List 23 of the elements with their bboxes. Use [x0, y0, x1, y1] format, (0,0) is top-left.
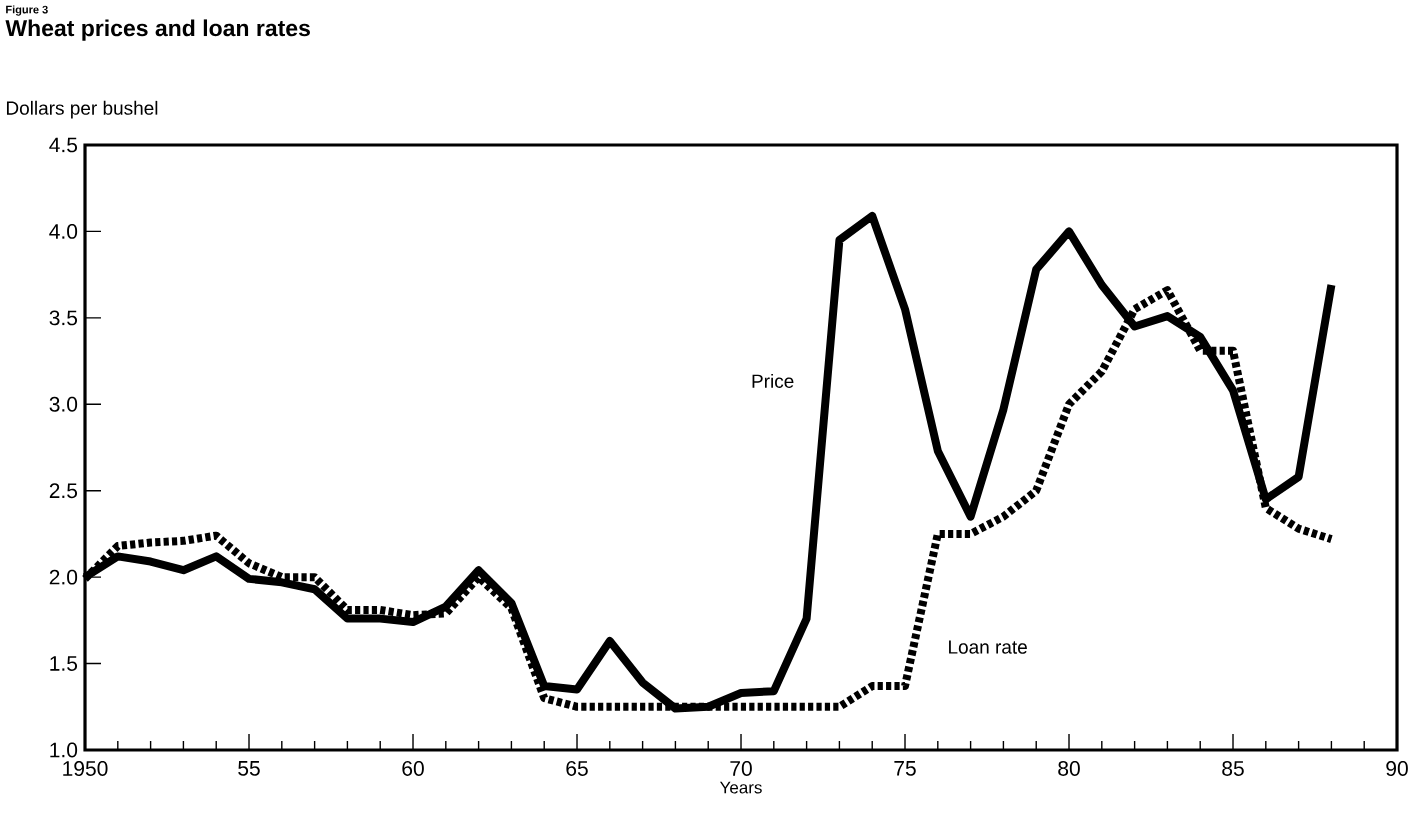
x-tick-label: 90 — [1386, 761, 1408, 776]
x-tick-label: 55 — [238, 761, 260, 776]
chart-title: Wheat prices and loan rates — [5, 19, 310, 41]
y-tick-label: 1.5 — [50, 656, 78, 671]
x-tick-label: 70 — [730, 761, 752, 776]
x-tick-label: 75 — [894, 761, 916, 776]
series-label: Loan rate — [949, 640, 1027, 654]
y-tick-label: 2.0 — [49, 569, 78, 585]
x-tick-label: 85 — [1222, 761, 1244, 776]
y-tick-label: 2.5 — [49, 483, 78, 499]
y-tick-label: 3.0 — [49, 396, 78, 412]
caption: Figure 3 — [6, 5, 48, 16]
y-axis-title: Dollars per bushel — [6, 100, 158, 119]
x-axis-title: Years — [719, 781, 762, 794]
y-tick-label: 4.0 — [49, 224, 78, 239]
y-tick-label: 1.0 — [50, 742, 78, 758]
y-tick-label: 3.5 — [49, 310, 78, 326]
x-tick-label: 80 — [1058, 761, 1080, 776]
x-tick-label: 1950 — [63, 761, 108, 776]
series-label: Price — [752, 373, 794, 388]
x-tick-label: 65 — [566, 761, 588, 776]
y-tick-label: 4.5 — [49, 137, 78, 153]
x-tick-label: 60 — [402, 761, 424, 776]
